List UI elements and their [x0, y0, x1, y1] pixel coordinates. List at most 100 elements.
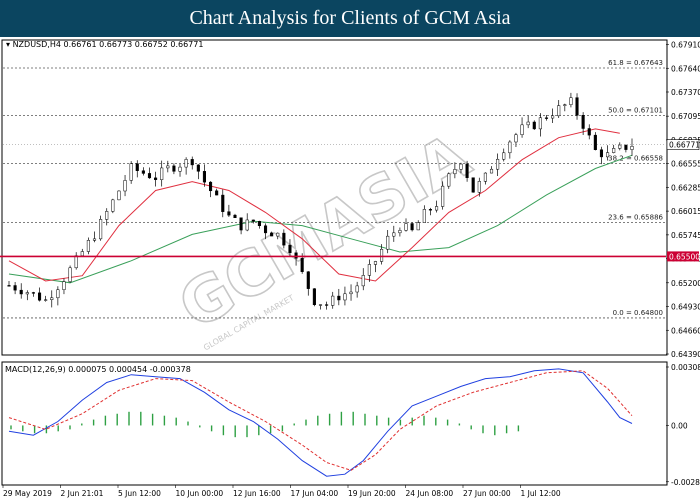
symbol-marker-icon: ▾ [6, 40, 13, 49]
macd-histogram-bar [175, 417, 177, 426]
time-tick-label: 10 Jun 00:00 [176, 489, 224, 498]
candle-body [25, 292, 29, 295]
price-axis: 0.679100.676400.673700.670950.668250.665… [666, 41, 700, 359]
candle-body [434, 206, 439, 211]
macd-histogram-bar [210, 425, 213, 432]
candle-body [355, 285, 359, 293]
candle-body [526, 121, 530, 126]
macd-histogram-bar [435, 417, 437, 426]
candle-body [172, 165, 176, 172]
candle-body [190, 159, 194, 166]
time-tick-label: 29 May 2019 [3, 489, 52, 498]
price-tick-label: 0.64660 [671, 326, 700, 335]
time-tick-label: 2 Jun 21:01 [61, 489, 104, 498]
time-tick-label: 12 Jun 16:00 [233, 489, 281, 498]
symbol-info: ▾ NZDUSD,H4 0.66761 0.66773 0.66752 0.66… [6, 40, 203, 49]
price-pane-frame [1, 39, 668, 356]
candle-body [62, 281, 66, 290]
candle-body [581, 115, 585, 129]
candle-body [331, 295, 335, 306]
macd-histogram-bar [470, 425, 472, 430]
candle-body [245, 219, 249, 231]
price-tick-label: 0.67095 [671, 112, 700, 121]
price-tick-label: 0.66555 [671, 160, 700, 169]
candle-body [325, 304, 329, 306]
candle-body [7, 285, 11, 287]
candle-body [373, 261, 378, 265]
candle-body [160, 167, 164, 180]
macd-histogram-bar [151, 413, 154, 426]
candle-body [508, 141, 512, 154]
candle-body [380, 248, 384, 262]
candle-body [428, 209, 432, 211]
macd-histogram-bar [376, 415, 378, 426]
candle-body [496, 158, 500, 170]
macd-tick-label: -0.002885 [671, 478, 700, 487]
macd-histogram-bar [352, 411, 354, 426]
time-tick-label: 5 Jun 12:00 [118, 489, 161, 498]
macd-histogram-bar [246, 425, 248, 438]
candle-body [166, 165, 170, 169]
macd-histogram-bar [45, 425, 48, 434]
price-tick-label: 0.65745 [671, 231, 700, 240]
macd-histogram-bar [458, 423, 461, 426]
candle-body [489, 168, 494, 174]
candle-body [538, 117, 542, 130]
candle-body [367, 264, 371, 276]
macd-histogram-bar [140, 411, 142, 426]
macd-main-line [8, 368, 633, 477]
macd-histogram-bar [10, 425, 12, 430]
macd-histogram-bar [234, 425, 236, 438]
price-tick-label: 0.67370 [671, 88, 700, 97]
macd-histogram-bar [258, 425, 260, 436]
candle-body [599, 149, 604, 158]
candle-body [196, 164, 200, 172]
candle-body [624, 144, 628, 150]
candle-body [593, 134, 597, 150]
candle-body [209, 181, 213, 192]
candle-body [349, 291, 353, 295]
price-tick-label: 0.66015 [671, 207, 700, 216]
candle-body [441, 185, 445, 207]
candle-body [569, 97, 573, 105]
candle-body [44, 299, 48, 301]
candle-body [618, 144, 622, 149]
candle-body [471, 177, 475, 193]
candle-body [147, 173, 152, 179]
time-tick-label: 27 Jun 00:00 [463, 489, 511, 498]
resistance-price-label: 0.65500 [669, 252, 700, 261]
macd-histogram-bar [269, 425, 272, 434]
macd-histogram-bar [505, 425, 508, 434]
candle-body [105, 211, 109, 220]
fibonacci-label: 23.6 = 0.65886 [608, 213, 663, 221]
candle-body [416, 222, 420, 231]
candle-body [410, 223, 414, 231]
macd-histogram-bar [328, 413, 331, 426]
candle-body [612, 148, 616, 153]
macd-histogram-bar [69, 425, 71, 430]
macd-histogram-bar [163, 415, 166, 426]
candle-body [306, 271, 310, 289]
candle-body [318, 304, 323, 306]
candle-body [294, 252, 298, 259]
candle-body [563, 104, 567, 106]
price-tick-label: 0.67910 [671, 41, 700, 50]
macd-plot: 0.003089 0.00 -0.002885 [8, 363, 700, 487]
candle-body [257, 221, 261, 227]
macd-histogram-bar [494, 425, 496, 436]
macd-histogram-bar [364, 413, 366, 426]
candle-body [551, 115, 555, 119]
candle-body [99, 219, 103, 240]
macd-histogram-bar [128, 411, 130, 426]
candle-body [343, 293, 347, 301]
macd-histogram-bar [187, 421, 189, 426]
macd-tick-label: 0.00 [671, 421, 688, 430]
candle-body [239, 217, 243, 231]
macd-histogram-bar [517, 425, 520, 432]
fibonacci-label: 50.0 = 0.67101 [608, 107, 663, 115]
candle-body [221, 194, 225, 212]
candle-body [154, 177, 158, 180]
macd-histogram-bar [104, 415, 107, 426]
candle-body [141, 170, 145, 174]
